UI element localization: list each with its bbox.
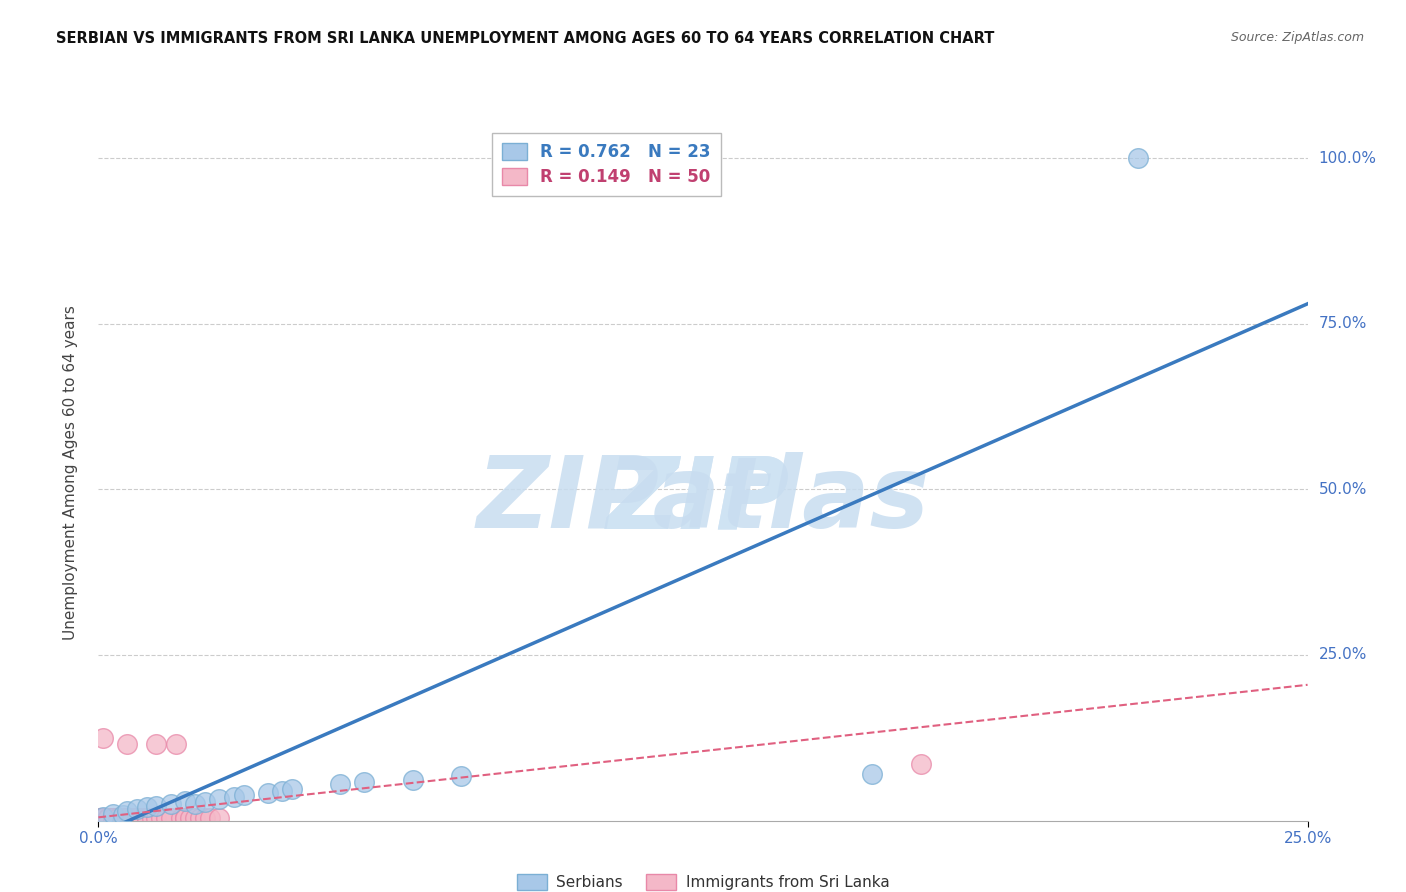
Point — [271, 784, 294, 798]
Point — [256, 786, 278, 800]
Point — [145, 738, 167, 752]
Point — [174, 811, 197, 825]
Point — [117, 811, 139, 825]
Point — [160, 797, 183, 811]
Point — [117, 738, 139, 752]
Point — [198, 811, 221, 825]
Point — [91, 810, 114, 824]
Point — [155, 811, 177, 825]
Text: 50.0%: 50.0% — [1319, 482, 1367, 497]
Point — [194, 795, 217, 809]
Point — [232, 789, 254, 803]
Text: ZIP: ZIP — [606, 452, 789, 549]
Text: 100.0%: 100.0% — [1319, 151, 1376, 166]
Point — [174, 811, 197, 825]
Point — [97, 811, 120, 825]
Text: ZIPatlas: ZIPatlas — [477, 452, 929, 549]
Point — [111, 811, 134, 825]
Point — [127, 811, 149, 825]
Point — [179, 811, 201, 825]
Point — [150, 811, 173, 825]
Point — [188, 811, 211, 825]
Point — [101, 811, 124, 825]
Point — [117, 804, 139, 818]
Point — [402, 772, 425, 787]
Point — [111, 811, 134, 825]
Point — [208, 811, 231, 825]
Point — [145, 799, 167, 814]
Point — [135, 811, 157, 825]
Text: 25.0%: 25.0% — [1319, 648, 1367, 663]
Point — [91, 811, 114, 825]
Point — [169, 811, 191, 825]
Text: SERBIAN VS IMMIGRANTS FROM SRI LANKA UNEMPLOYMENT AMONG AGES 60 TO 64 YEARS CORR: SERBIAN VS IMMIGRANTS FROM SRI LANKA UNE… — [56, 31, 994, 46]
Point — [91, 811, 114, 825]
Point — [1128, 151, 1150, 165]
Point — [127, 802, 149, 816]
Point — [145, 811, 167, 825]
Point — [101, 807, 124, 822]
Point — [107, 811, 129, 825]
Point — [111, 811, 134, 825]
Point — [353, 775, 375, 789]
Point — [450, 768, 472, 782]
Point — [184, 797, 207, 811]
Text: Source: ZipAtlas.com: Source: ZipAtlas.com — [1230, 31, 1364, 45]
Point — [97, 811, 120, 825]
Legend: Serbians, Immigrants from Sri Lanka: Serbians, Immigrants from Sri Lanka — [510, 868, 896, 892]
Point — [174, 794, 197, 808]
Point — [131, 811, 153, 825]
Point — [107, 811, 129, 825]
Point — [184, 811, 207, 825]
Point — [107, 811, 129, 825]
Point — [91, 811, 114, 825]
Point — [101, 811, 124, 825]
Point — [165, 738, 187, 752]
Point — [135, 811, 157, 825]
Point — [208, 792, 231, 806]
Point — [97, 811, 120, 825]
Point — [121, 811, 143, 825]
Point — [194, 811, 217, 825]
Point — [111, 808, 134, 822]
Point — [141, 811, 163, 825]
Point — [97, 811, 120, 825]
Point — [281, 781, 304, 796]
Point — [910, 757, 932, 772]
Point — [111, 811, 134, 825]
Point — [127, 811, 149, 825]
Point — [131, 811, 153, 825]
Point — [860, 767, 883, 781]
Point — [101, 811, 124, 825]
Point — [329, 777, 352, 791]
Point — [101, 811, 124, 825]
Point — [87, 811, 110, 825]
Text: 75.0%: 75.0% — [1319, 316, 1367, 331]
Point — [91, 731, 114, 745]
Point — [107, 811, 129, 825]
Point — [135, 800, 157, 814]
Y-axis label: Unemployment Among Ages 60 to 64 years: Unemployment Among Ages 60 to 64 years — [63, 305, 77, 640]
Point — [222, 790, 245, 805]
Text: ZIP: ZIP — [606, 452, 789, 549]
Point — [135, 811, 157, 825]
Point — [160, 811, 183, 825]
Point — [121, 811, 143, 825]
Point — [117, 811, 139, 825]
